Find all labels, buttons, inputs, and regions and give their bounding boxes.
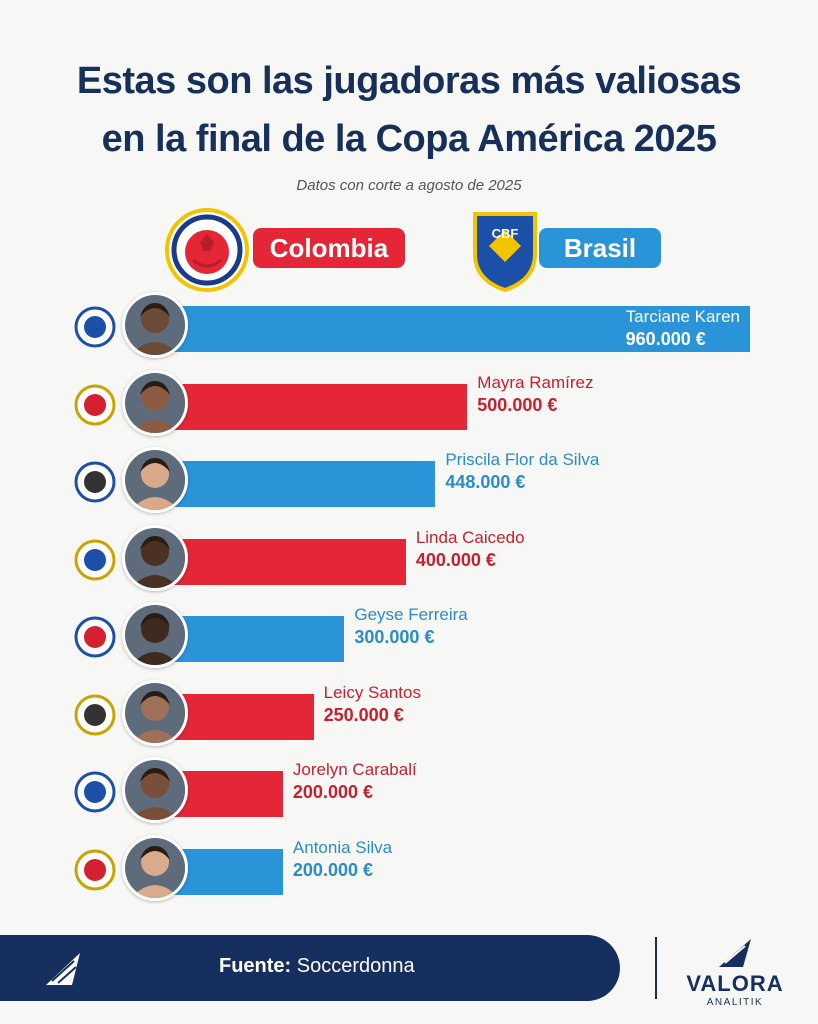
player-value: 200.000 € — [292, 782, 373, 802]
player-value: 250.000 € — [323, 704, 404, 725]
bar-row: Linda Caicedo 400.000 € — [0, 524, 818, 591]
bar-label: Mayra Ramírez 500.000 € — [477, 372, 593, 416]
footer-source: Fuente: Soccerdonna — [219, 955, 415, 978]
bar-row: Leicy Santos 250.000 € — [0, 679, 818, 746]
player-value: 200.000 € — [292, 859, 373, 880]
colombia-federation-crest-icon — [165, 208, 249, 292]
title-line-1: Estas son las jugadoras más valiosas — [76, 60, 742, 102]
player-name: Jorelyn Carabalí — [292, 760, 417, 779]
player-name: Mayra Ramírez — [477, 372, 594, 392]
bar-label: Tarciane Karen 960.000 € — [626, 306, 740, 350]
bar-label: Jorelyn Carabalí 200.000 € — [293, 759, 417, 803]
bar-chart: Tarciane Karen 960.000 € Mayra Ramírez 500.… — [0, 292, 818, 912]
legend-colombia-label: Colombia — [253, 228, 405, 268]
cbf-crest-icon: CBF — [473, 212, 537, 292]
source-value: Soccerdonna — [291, 955, 415, 977]
footer-source-band: Fuente: Soccerdonna — [0, 935, 620, 1001]
club-crest-icon — [74, 771, 116, 813]
brand-sub: ANALITIK — [706, 997, 764, 1008]
bar-row: Mayra Ramírez 500.000 € — [0, 369, 818, 436]
bar-label: Antonia Silva 200.000 € — [293, 837, 392, 881]
bar-label: Priscila Flor da Silva 448.000 € — [445, 449, 599, 493]
player-name: Leicy Santos — [323, 682, 421, 702]
club-crest-icon — [74, 849, 116, 890]
player-name: Tarciane Karen — [625, 307, 740, 326]
valora-logo: VALORA ANALITIK — [680, 935, 790, 1015]
player-photo-icon — [122, 292, 188, 358]
bar-colombia — [160, 383, 468, 430]
page-title: Estas son las jugadoras más valiosas en … — [0, 52, 818, 168]
player-photo-icon — [122, 679, 188, 746]
club-crest-icon — [74, 384, 116, 425]
bar-row: Geyse Ferreira 300.000 € — [0, 602, 818, 668]
player-name: Linda Caicedo — [415, 527, 525, 547]
player-value: 500.000 € — [477, 394, 558, 415]
player-photo-icon — [122, 602, 188, 668]
club-crest-icon — [74, 461, 116, 503]
source-label: Fuente: — [219, 955, 292, 977]
bar-colombia — [160, 538, 406, 585]
bar-row: Jorelyn Carabalí 200.000 € — [0, 757, 818, 823]
bar-brasil — [160, 306, 750, 352]
bar-row: Tarciane Karen 960.000 € — [0, 292, 818, 358]
player-photo-icon — [122, 834, 188, 901]
club-crest-icon — [74, 694, 116, 735]
bar-label: Leicy Santos 250.000 € — [324, 682, 421, 726]
valora-arrow-icon — [46, 953, 80, 985]
player-value: 448.000 € — [445, 472, 526, 492]
player-name: Geyse Ferreira — [354, 605, 468, 624]
player-name: Priscila Flor da Silva — [445, 450, 600, 469]
player-photo-icon — [122, 524, 188, 591]
bar-label: Linda Caicedo 400.000 € — [416, 527, 525, 571]
subtitle: Datos con corte a agosto de 2025 — [296, 177, 522, 194]
player-photo-icon — [122, 369, 188, 436]
bar-row: Antonia Silva 200.000 € — [0, 834, 818, 901]
player-name: Antonia Silva — [292, 837, 393, 857]
player-value: 400.000 € — [415, 549, 496, 570]
bar-label: Geyse Ferreira 300.000 € — [354, 604, 467, 648]
bar-row: Priscila Flor da Silva 448.000 € — [0, 447, 818, 513]
brand-name: VALORA — [686, 971, 784, 996]
footer-divider — [655, 937, 657, 999]
player-value: 960.000 € — [625, 329, 706, 349]
valora-logo-icon — [719, 939, 751, 967]
player-photo-icon — [122, 757, 188, 823]
player-value: 300.000 € — [354, 627, 435, 647]
player-photo-icon — [122, 447, 188, 513]
title-line-2: en la final de la Copa América 2025 — [101, 118, 717, 160]
legend-brasil-label: Brasil — [539, 228, 661, 268]
bar-brasil — [160, 616, 345, 662]
club-crest-icon — [74, 539, 116, 580]
club-crest-icon — [74, 306, 116, 348]
cbf-crest-text: CBF — [492, 226, 519, 241]
club-crest-icon — [74, 616, 116, 658]
bar-brasil — [160, 461, 436, 507]
